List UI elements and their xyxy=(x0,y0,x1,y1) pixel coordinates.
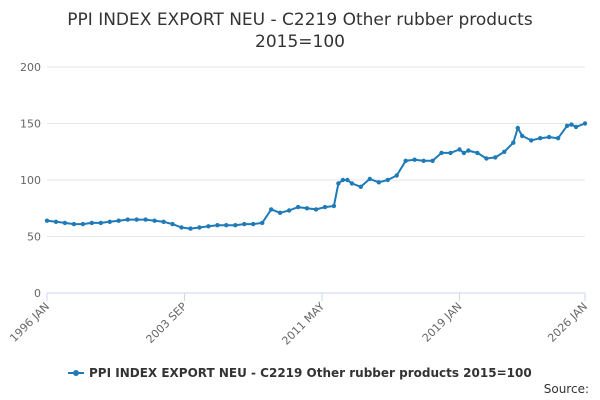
source-label[interactable]: Source: xyxy=(544,382,589,396)
data-point[interactable] xyxy=(152,218,157,223)
data-point[interactable] xyxy=(107,219,113,224)
data-point[interactable] xyxy=(125,217,130,222)
legend-label[interactable]: PPI INDEX EXPORT NEU - C2219 Other rubbe… xyxy=(89,366,532,380)
data-point[interactable] xyxy=(170,221,175,227)
data-point[interactable] xyxy=(358,184,363,189)
data-point[interactable] xyxy=(520,133,525,139)
data-point[interactable] xyxy=(349,181,355,186)
data-point[interactable] xyxy=(538,136,543,141)
data-point[interactable] xyxy=(573,124,579,130)
x-tick-label-0: 1996 JAN xyxy=(7,300,52,345)
data-point[interactable] xyxy=(313,207,319,212)
x-tick-label-4: 2026 JAN xyxy=(545,300,590,345)
series-layer xyxy=(44,121,588,231)
data-point[interactable] xyxy=(376,180,381,185)
chart-title-line2: 2015=100 xyxy=(255,32,345,52)
data-point[interactable] xyxy=(448,150,453,156)
y-axis-ticks: 0 50 100 150 200 xyxy=(20,61,41,300)
data-point[interactable] xyxy=(367,176,372,182)
data-point[interactable] xyxy=(466,148,471,153)
data-point[interactable] xyxy=(277,210,283,215)
chart-title-line1: PPI INDEX EXPORT NEU - C2219 Other rubbe… xyxy=(67,10,533,30)
data-point[interactable] xyxy=(62,220,68,226)
data-point[interactable] xyxy=(555,136,561,141)
data-point[interactable] xyxy=(215,223,220,228)
data-point[interactable] xyxy=(53,219,59,224)
data-point[interactable] xyxy=(188,226,193,231)
data-point[interactable] xyxy=(336,181,341,186)
data-point[interactable] xyxy=(412,157,417,162)
data-point[interactable] xyxy=(529,138,534,143)
data-point[interactable] xyxy=(430,158,435,163)
y-tick-label-200: 200 xyxy=(20,61,41,74)
data-point[interactable] xyxy=(331,203,337,209)
data-point[interactable] xyxy=(475,150,480,156)
data-point[interactable] xyxy=(564,123,570,128)
data-point[interactable] xyxy=(322,204,328,210)
data-point[interactable] xyxy=(340,177,346,183)
data-point[interactable] xyxy=(394,173,399,178)
data-point[interactable] xyxy=(484,156,489,161)
data-point[interactable] xyxy=(269,207,274,212)
data-point[interactable] xyxy=(233,223,238,228)
data-point[interactable] xyxy=(295,204,301,210)
data-point[interactable] xyxy=(546,134,552,140)
series-line[interactable] xyxy=(46,122,586,230)
legend-point-marker xyxy=(73,370,79,376)
legend[interactable]: PPI INDEX EXPORT NEU - C2219 Other rubbe… xyxy=(68,366,532,380)
data-point[interactable] xyxy=(515,125,520,131)
data-point[interactable] xyxy=(582,121,588,126)
data-point[interactable] xyxy=(439,150,444,156)
data-point[interactable] xyxy=(304,206,310,211)
y-tick-label-150: 150 xyxy=(20,118,41,131)
data-point[interactable] xyxy=(385,177,390,183)
data-point[interactable] xyxy=(44,218,50,223)
data-point[interactable] xyxy=(206,224,211,229)
x-tick-label-3: 2019 JAN xyxy=(420,300,465,345)
data-point[interactable] xyxy=(224,223,229,228)
data-point[interactable] xyxy=(260,220,265,226)
data-point[interactable] xyxy=(197,225,202,230)
data-point[interactable] xyxy=(457,147,462,152)
data-point[interactable] xyxy=(143,217,148,222)
data-point[interactable] xyxy=(345,177,350,183)
y-tick-label-0: 0 xyxy=(34,287,41,300)
data-point[interactable] xyxy=(511,140,516,145)
data-point[interactable] xyxy=(421,158,426,163)
data-point[interactable] xyxy=(502,149,507,154)
x-axis-ticks: 1996 JAN 2003 SEP 2011 MAY 2019 JAN 2026 JAN xyxy=(7,293,590,348)
data-point[interactable] xyxy=(251,221,256,227)
data-point[interactable] xyxy=(461,150,467,156)
y-tick-label-50: 50 xyxy=(27,231,41,244)
data-point[interactable] xyxy=(80,221,86,227)
x-tick-label-1: 2003 SEP xyxy=(144,300,190,346)
data-point[interactable] xyxy=(179,225,184,230)
x-tick-label-2: 2011 MAY xyxy=(279,300,327,348)
data-point[interactable] xyxy=(116,218,121,223)
data-point[interactable] xyxy=(71,221,77,227)
data-point[interactable] xyxy=(134,217,139,222)
data-point[interactable] xyxy=(493,155,498,160)
data-point[interactable] xyxy=(89,220,95,226)
y-tick-label-100: 100 xyxy=(20,174,41,187)
data-point[interactable] xyxy=(161,219,166,224)
data-point[interactable] xyxy=(98,220,104,226)
data-point[interactable] xyxy=(403,158,408,163)
data-point[interactable] xyxy=(569,122,574,127)
data-point[interactable] xyxy=(286,208,292,213)
grid xyxy=(47,66,585,294)
data-point[interactable] xyxy=(242,221,247,227)
